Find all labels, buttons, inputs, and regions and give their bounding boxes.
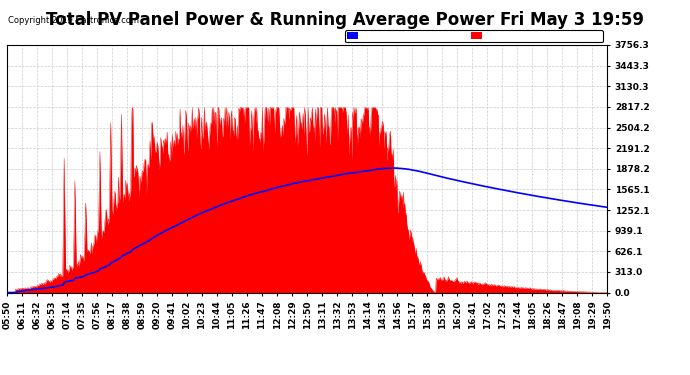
Legend: Average  (DC Watts), PV Panels  (DC Watts): Average (DC Watts), PV Panels (DC Watts): [345, 30, 602, 42]
Text: Copyright 2019 Cartronics.com: Copyright 2019 Cartronics.com: [8, 16, 139, 25]
Text: Total PV Panel Power & Running Average Power Fri May 3 19:59: Total PV Panel Power & Running Average P…: [46, 11, 644, 29]
